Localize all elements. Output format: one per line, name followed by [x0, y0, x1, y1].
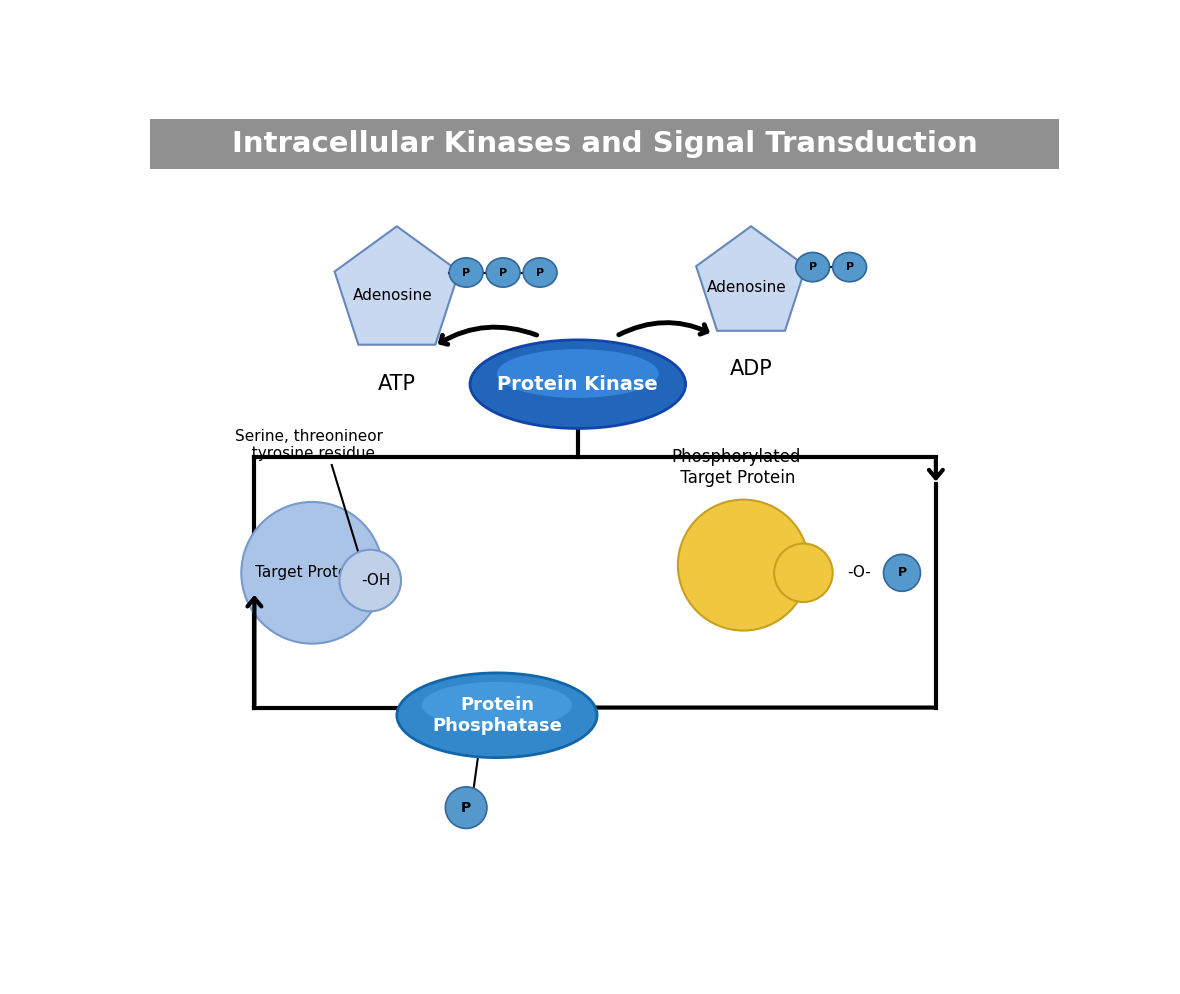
Text: P: P — [898, 567, 906, 580]
Text: ADP: ADP — [729, 359, 773, 379]
Circle shape — [241, 502, 384, 644]
Text: Phosphorylated
 Target Protein: Phosphorylated Target Protein — [671, 448, 800, 487]
Text: Adenosine: Adenosine — [353, 288, 433, 303]
Ellipse shape — [486, 257, 520, 287]
Text: Intracellular Kinases and Signal Transduction: Intracellular Kinases and Signal Transdu… — [232, 130, 977, 158]
Polygon shape — [696, 227, 806, 331]
FancyArrowPatch shape — [553, 701, 933, 715]
Circle shape — [774, 544, 833, 602]
Text: P: P — [846, 262, 853, 272]
Circle shape — [884, 555, 920, 591]
Text: -O-: -O- — [847, 566, 872, 580]
Text: ATP: ATP — [378, 374, 415, 395]
Text: Protein
Phosphatase: Protein Phosphatase — [432, 696, 562, 735]
FancyArrowPatch shape — [618, 323, 707, 335]
Ellipse shape — [470, 340, 686, 428]
Text: Protein Kinase: Protein Kinase — [498, 375, 658, 394]
Circle shape — [340, 550, 401, 611]
Circle shape — [677, 500, 808, 630]
Ellipse shape — [833, 252, 866, 281]
Circle shape — [445, 787, 487, 828]
Text: P: P — [499, 267, 507, 277]
Ellipse shape — [450, 257, 483, 287]
Text: Target Protein: Target Protein — [255, 566, 361, 580]
Polygon shape — [335, 227, 459, 345]
Ellipse shape — [523, 257, 557, 287]
FancyBboxPatch shape — [150, 119, 1060, 169]
Ellipse shape — [396, 673, 597, 757]
Text: P: P — [536, 267, 544, 277]
Text: P: P — [461, 800, 471, 815]
Ellipse shape — [795, 252, 830, 281]
Text: -OH: -OH — [361, 573, 391, 588]
Text: Adenosine: Adenosine — [707, 280, 787, 295]
Ellipse shape — [497, 349, 658, 398]
Ellipse shape — [422, 682, 572, 729]
Text: Serine, threonineor
  tyrosine residue: Serine, threonineor tyrosine residue — [235, 428, 382, 461]
Text: P: P — [808, 262, 817, 272]
FancyArrowPatch shape — [440, 327, 537, 344]
Text: P: P — [463, 267, 470, 277]
